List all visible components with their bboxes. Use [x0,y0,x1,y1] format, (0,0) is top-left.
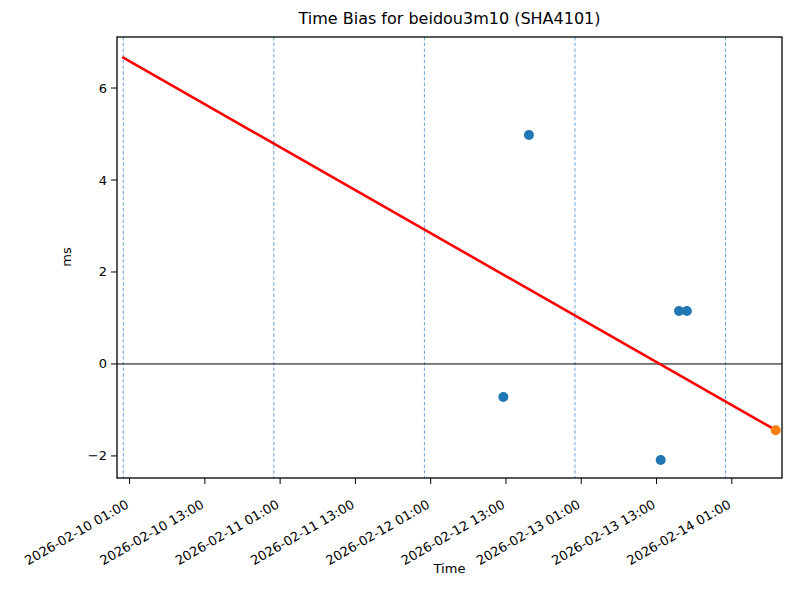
y-tick-label: 4 [99,173,107,188]
y-axis-label: ms [59,247,74,266]
figure: Time Bias for beidou3m10 (SHA4101) −2024… [0,0,800,600]
plot-frame [117,37,782,478]
y-tick-label: −2 [88,448,107,463]
y-tick-label: 0 [99,356,107,371]
chart-title: Time Bias for beidou3m10 (SHA4101) [117,9,782,28]
bias-observations [656,455,666,465]
bias-observations [498,392,508,402]
y-tick-label: 6 [99,81,107,96]
trend-line [123,58,775,430]
plot-area: −202462026-02-10 01:002026-02-10 13:0020… [0,0,800,600]
bias-observations [524,130,534,140]
bias-observations [682,306,692,316]
y-tick-label: 2 [99,264,107,279]
latest-point [771,425,781,435]
x-axis-label: Time [117,561,782,576]
